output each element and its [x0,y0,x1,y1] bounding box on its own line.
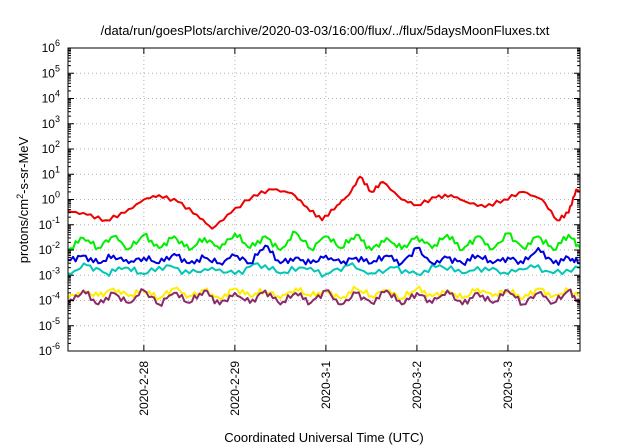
y-tick-label-exp: 3 [55,114,60,124]
x-tick-labels: 2020-2-28 2020-2-29 2020-3-1 2020-3-2 2020-3… [137,361,515,416]
y-tick-label: 10-5 [39,316,60,333]
x-tick-label: 2020-2-28 [137,361,151,416]
series-line-1 [68,230,580,252]
y-tick-label-base: 10 [39,268,53,282]
y-tick-label-base: 10 [42,117,56,131]
y-tick-label: 10-2 [39,240,60,257]
y-tick-label-exp: -2 [52,240,60,250]
y-tick-label-base: 10 [42,142,56,156]
x-tick-label: 2020-3-2 [410,361,424,409]
x-tick-label: 2020-2-29 [228,361,242,416]
y-axis-title-sup: 2 [15,194,25,199]
y-tick-label-exp: 6 [55,38,60,48]
y-tick-label-base: 10 [42,167,56,181]
y-tick-label: 104 [42,89,60,106]
y-tick-label-base: 10 [39,218,53,232]
y-tick-label: 10-4 [39,291,60,308]
ticks [68,47,580,352]
y-tick-label-exp: -3 [52,265,60,275]
y-tick-label: 106 [42,38,60,55]
y-tick-label: 100 [42,190,60,207]
y-tick-label: 10-1 [39,215,60,232]
y-tick-label-exp: 0 [55,190,60,200]
x-axis-title: Coordinated Universal Time (UTC) [224,430,423,445]
y-tick-label-base: 10 [42,41,56,55]
y-tick-label-base: 10 [39,319,53,333]
y-axis-title-base: protons/cm [16,199,31,263]
y-tick-label-exp: -5 [52,316,60,326]
y-tick-label-exp: -4 [52,291,60,301]
y-tick-label-base: 10 [42,66,56,80]
y-tick-label-base: 10 [39,294,53,308]
y-tick-label: 103 [42,114,60,131]
y-tick-label: 101 [42,164,60,181]
y-tick-label-exp: -6 [52,341,60,351]
series-line-5 [68,288,580,307]
chart-title: /data/run/goesPlots/archive/2020-03-03/1… [101,23,550,38]
y-tick-label-exp: 1 [55,164,60,174]
y-tick-label: 105 [42,63,60,80]
series-line-3 [68,244,580,267]
series-group [68,175,580,307]
x-tick-label: 2020-3-3 [501,361,515,409]
series-line-2 [68,262,580,278]
y-tick-label: 102 [42,139,60,156]
y-tick-label-base: 10 [42,92,56,106]
y-tick-label-base: 10 [39,344,53,358]
y-tick-label-exp: 2 [55,139,60,149]
y-tick-label: 10-3 [39,265,60,282]
y-tick-label-base: 10 [39,243,53,257]
y-tick-label-exp: 4 [55,89,60,99]
y-tick-labels: 10-610-510-410-310-210-11001011021031041… [39,38,60,358]
series-line-6 [68,175,580,230]
y-tick-label: 10-6 [39,341,60,358]
y-tick-label-base: 10 [42,193,56,207]
x-tick-label: 2020-3-1 [319,361,333,409]
y-axis-title: protons/cm2-s-sr-MeV [15,136,31,263]
y-tick-label-exp: -1 [52,215,60,225]
y-axis-title-rest: -s-sr-MeV [16,136,31,193]
y-tick-label-exp: 5 [55,63,60,73]
